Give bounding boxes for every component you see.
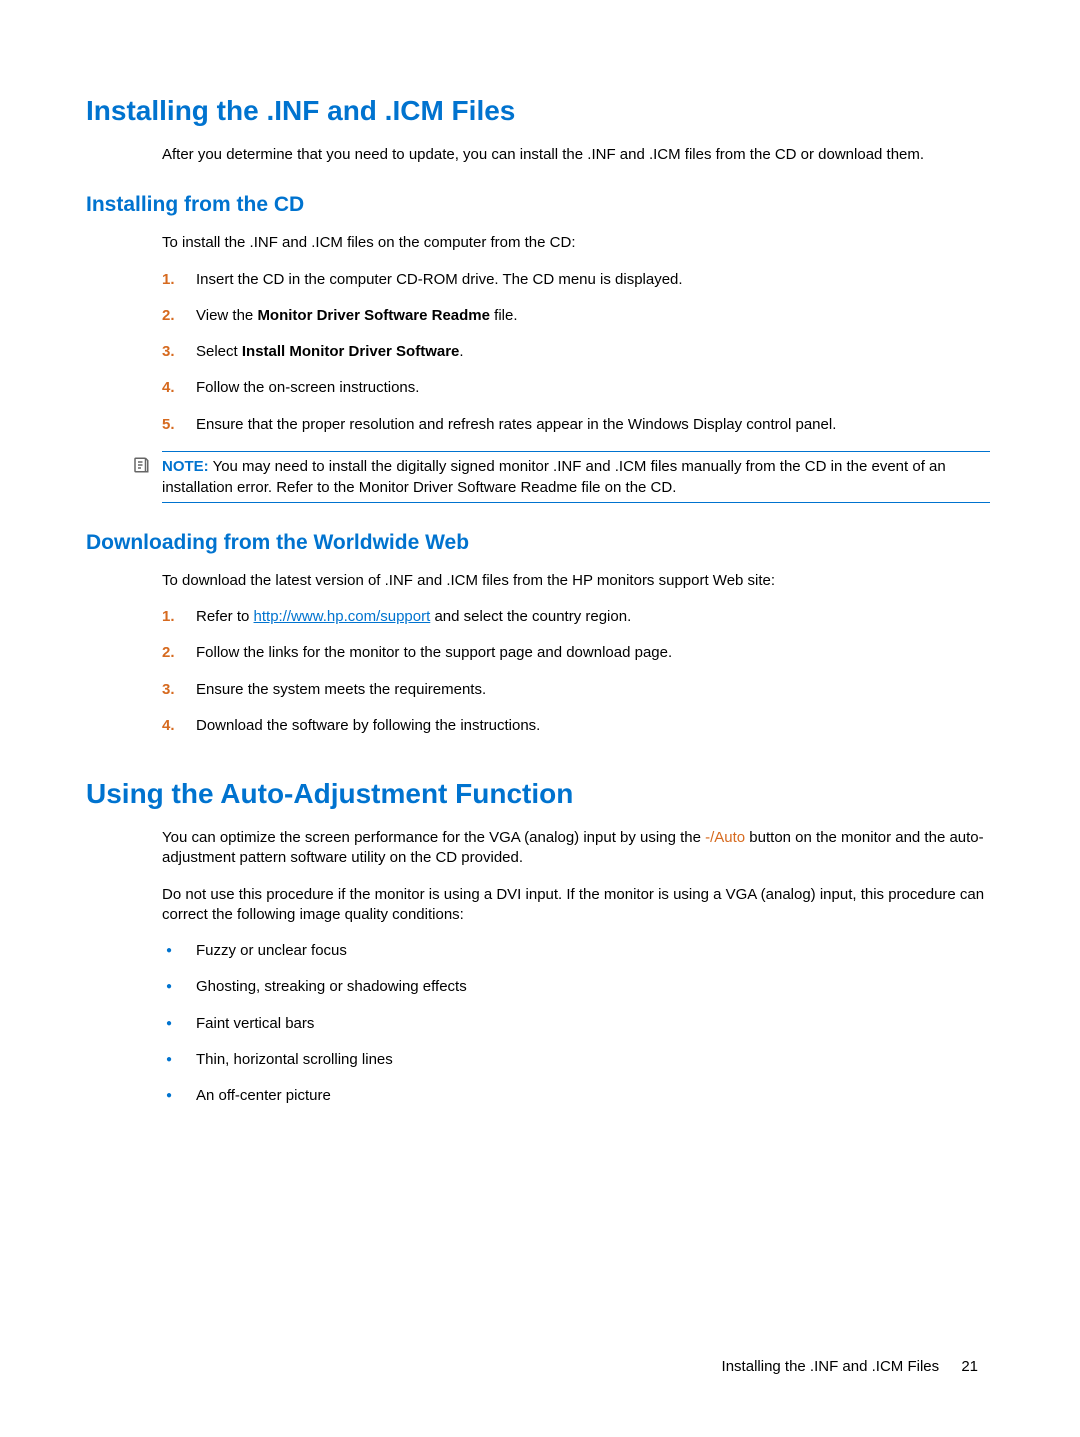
step-number: 4. xyxy=(162,378,175,398)
step-number: 2. xyxy=(162,643,175,663)
step-text-post: and select the country region. xyxy=(430,608,631,625)
list-item: Fuzzy or unclear focus xyxy=(162,941,990,961)
list-item: An off-center picture xyxy=(162,1086,990,1106)
step-text-bold: Install Monitor Driver Software xyxy=(242,343,460,360)
list-cd-steps: 1. Insert the CD in the computer CD-ROM … xyxy=(86,270,990,435)
step-text: Follow the on-screen instructions. xyxy=(196,379,419,396)
list-item: 2. Follow the links for the monitor to t… xyxy=(162,643,990,663)
list-item: Ghosting, streaking or shadowing effects xyxy=(162,977,990,997)
list-item: 3. Select Install Monitor Driver Softwar… xyxy=(162,342,990,362)
footer-text: Installing the .INF and .ICM Files xyxy=(722,1358,940,1375)
step-text-pre: Refer to xyxy=(196,608,254,625)
step-number: 5. xyxy=(162,415,175,435)
step-text-post: file. xyxy=(490,307,518,324)
note-icon xyxy=(132,456,150,474)
step-text-pre: View the xyxy=(196,307,257,324)
paragraph-intro: After you determine that you need to upd… xyxy=(86,145,990,165)
list-item: 2. View the Monitor Driver Software Read… xyxy=(162,306,990,326)
heading-installing-inf-icm: Installing the .INF and .ICM Files xyxy=(86,95,990,127)
list-item: 4. Download the software by following th… xyxy=(162,716,990,736)
paragraph-auto-2: Do not use this procedure if the monitor… xyxy=(86,885,990,926)
step-number: 3. xyxy=(162,342,175,362)
list-item: 3. Ensure the system meets the requireme… xyxy=(162,680,990,700)
list-item: 1. Insert the CD in the computer CD-ROM … xyxy=(162,270,990,290)
step-number: 4. xyxy=(162,716,175,736)
page-number: 21 xyxy=(961,1358,978,1375)
step-text: Follow the links for the monitor to the … xyxy=(196,644,672,661)
step-number: 1. xyxy=(162,607,175,627)
list-www-steps: 1. Refer to http://www.hp.com/support an… xyxy=(86,607,990,736)
auto-button-label: -/Auto xyxy=(705,829,745,846)
list-item: 1. Refer to http://www.hp.com/support an… xyxy=(162,607,990,627)
step-number: 2. xyxy=(162,306,175,326)
step-text: Ensure the system meets the requirements… xyxy=(196,681,486,698)
heading-installing-from-cd: Installing from the CD xyxy=(86,193,990,217)
paragraph-www-lead: To download the latest version of .INF a… xyxy=(86,571,990,591)
list-item: Thin, horizontal scrolling lines xyxy=(162,1050,990,1070)
step-text-pre: Select xyxy=(196,343,242,360)
list-conditions: Fuzzy or unclear focus Ghosting, streaki… xyxy=(86,941,990,1106)
step-text: Insert the CD in the computer CD-ROM dri… xyxy=(196,271,683,288)
note-text: You may need to install the digitally si… xyxy=(162,458,946,496)
step-number: 1. xyxy=(162,270,175,290)
paragraph-cd-lead: To install the .INF and .ICM files on th… xyxy=(86,233,990,253)
step-text-post: . xyxy=(459,343,463,360)
list-item: 5. Ensure that the proper resolution and… xyxy=(162,415,990,435)
heading-auto-adjustment: Using the Auto-Adjustment Function xyxy=(86,778,990,810)
page-footer: Installing the .INF and .ICM Files 21 xyxy=(722,1358,978,1375)
list-item: Faint vertical bars xyxy=(162,1014,990,1034)
step-number: 3. xyxy=(162,680,175,700)
step-text-bold: Monitor Driver Software Readme xyxy=(257,307,490,324)
note-label: NOTE: xyxy=(162,458,209,475)
step-text: Download the software by following the i… xyxy=(196,717,540,734)
list-item: 4. Follow the on-screen instructions. xyxy=(162,378,990,398)
support-link[interactable]: http://www.hp.com/support xyxy=(254,608,431,625)
step-text: Ensure that the proper resolution and re… xyxy=(196,416,836,433)
note-box: NOTE: You may need to install the digita… xyxy=(162,451,990,503)
heading-downloading-www: Downloading from the Worldwide Web xyxy=(86,531,990,555)
para-pre: You can optimize the screen performance … xyxy=(162,829,705,846)
paragraph-auto-1: You can optimize the screen performance … xyxy=(86,828,990,869)
